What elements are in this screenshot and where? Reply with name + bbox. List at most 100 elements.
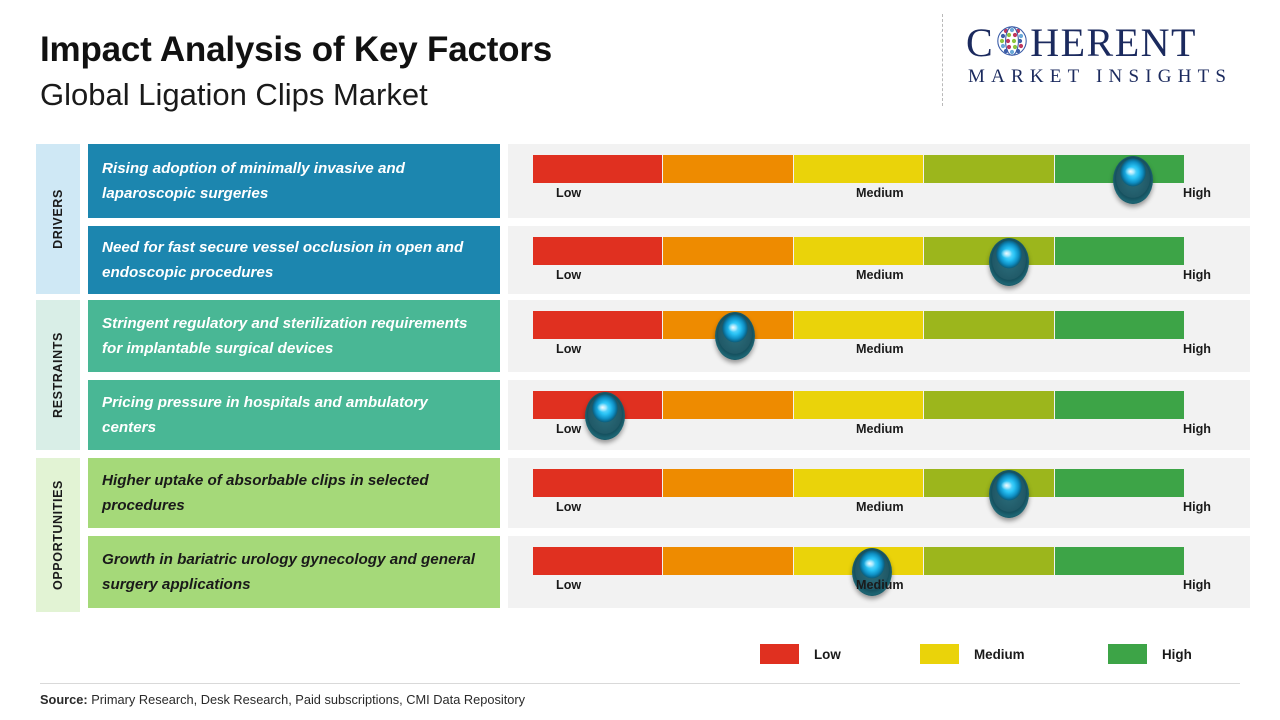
source-value: Primary Research, Desk Research, Paid su… [87, 692, 526, 707]
impact-gradient-track[interactable] [533, 155, 1186, 204]
scale-label-high: High [1183, 342, 1211, 356]
impact-bar-panel: Low Medium High [508, 144, 1250, 218]
impact-segment-3 [924, 311, 1055, 339]
logo-wordmark: C HERENT [966, 18, 1262, 68]
factor-box[interactable]: Stringent regulatory and sterilization r… [88, 300, 500, 372]
scale-labels: Low Medium High [533, 500, 1235, 520]
legend-label: Low [814, 646, 841, 662]
impact-segment-1 [663, 237, 794, 265]
footer-divider [40, 683, 1240, 684]
factor-text: Stringent regulatory and sterilization r… [102, 315, 468, 357]
title-block: Impact Analysis of Key Factors Global Li… [40, 28, 552, 116]
scale-labels: Low Medium High [533, 268, 1235, 288]
factor-text: Higher uptake of absorbable clips in sel… [102, 472, 429, 514]
impact-segment-1 [663, 469, 794, 497]
scale-label-high: High [1183, 268, 1211, 282]
legend: Low Medium High [760, 644, 1200, 670]
page-subtitle: Global Ligation Clips Market [40, 77, 428, 112]
factor-box[interactable]: Pricing pressure in hospitals and ambula… [88, 380, 500, 450]
impact-segment-3 [924, 155, 1055, 183]
factor-text: Growth in bariatric urology gynecology a… [102, 551, 475, 593]
impact-segment-1 [663, 391, 794, 419]
impact-bar-panel: Low Medium High [508, 300, 1250, 372]
factor-box[interactable]: Need for fast secure vessel occlusion in… [88, 226, 500, 294]
category-band-drivers: DRIVERS [36, 144, 80, 294]
impact-marker[interactable] [715, 312, 756, 360]
scale-label-medium: Medium [856, 186, 904, 200]
legend-item: Low [760, 644, 841, 664]
legend-label: Medium [974, 646, 1025, 662]
dotted-sphere-icon [995, 24, 1029, 63]
impact-marker[interactable] [1112, 156, 1153, 204]
impact-gradient-track[interactable] [533, 547, 1186, 596]
scale-label-low: Low [556, 422, 582, 436]
scale-label-low: Low [556, 186, 582, 200]
factor-box[interactable]: Growth in bariatric urology gynecology a… [88, 536, 500, 608]
right-edge [1277, 0, 1280, 720]
impact-segment-3 [924, 391, 1055, 419]
impact-marker[interactable] [988, 470, 1029, 518]
source-label: Source: [40, 692, 88, 707]
legend-swatch [760, 644, 799, 664]
impact-bar-panel: Low Medium High [508, 226, 1250, 294]
logo-word-left: C [966, 20, 995, 65]
impact-bar-panel: Low Medium High [508, 458, 1250, 528]
scale-labels: Low Medium High [533, 578, 1235, 598]
impact-segment-4 [1054, 237, 1186, 265]
impact-marker[interactable] [852, 548, 893, 596]
impact-segment-0 [533, 155, 664, 183]
legend-item: Medium [920, 644, 1025, 664]
impact-gradient-track[interactable] [533, 237, 1186, 286]
logo-word-right: HERENT [1030, 20, 1197, 65]
page-title: Impact Analysis of Key Factors [40, 30, 553, 69]
legend-item: High [1108, 644, 1192, 664]
scale-labels: Low Medium High [533, 422, 1235, 442]
impact-marker[interactable] [988, 238, 1029, 286]
scale-label-high: High [1183, 422, 1211, 436]
impact-segment-3 [924, 547, 1055, 575]
source-note: Source: Primary Research, Desk Research,… [40, 692, 525, 707]
category-label: DRIVERS [51, 189, 65, 249]
scale-label-medium: Medium [856, 268, 904, 282]
impact-bar-panel: Low Medium High [508, 536, 1250, 608]
scale-label-high: High [1183, 500, 1211, 514]
category-band-restraints: RESTRAINTS [36, 300, 80, 450]
impact-segment-1 [663, 547, 794, 575]
impact-segment-2 [793, 237, 925, 265]
logo-divider [942, 14, 943, 106]
impact-bar-panel: Low Medium High [508, 380, 1250, 450]
impact-segment-0 [533, 547, 664, 575]
page-header: Impact Analysis of Key Factors Global Li… [0, 0, 1280, 132]
impact-segment-0 [533, 311, 664, 339]
impact-gradient-track[interactable] [533, 391, 1186, 440]
legend-swatch [920, 644, 959, 664]
scale-label-medium: Medium [856, 342, 904, 356]
impact-segment-4 [1054, 469, 1186, 497]
impact-segment-4 [1054, 547, 1186, 575]
scale-label-medium: Medium [856, 578, 904, 592]
factor-text: Need for fast secure vessel occlusion in… [102, 239, 464, 281]
impact-segment-2 [793, 469, 925, 497]
factor-text: Rising adoption of minimally invasive an… [102, 160, 405, 202]
factor-box[interactable]: Higher uptake of absorbable clips in sel… [88, 458, 500, 528]
factor-box[interactable]: Rising adoption of minimally invasive an… [88, 144, 500, 218]
impact-marker[interactable] [584, 392, 625, 440]
impact-segment-0 [533, 469, 664, 497]
impact-segment-2 [793, 311, 925, 339]
impact-segment-2 [793, 155, 925, 183]
scale-label-low: Low [556, 578, 582, 592]
scale-label-medium: Medium [856, 500, 904, 514]
scale-label-low: Low [556, 500, 582, 514]
impact-segment-1 [663, 155, 794, 183]
factor-text: Pricing pressure in hospitals and ambula… [102, 394, 428, 436]
category-band-opportunities: OPPORTUNITIES [36, 458, 80, 612]
scale-label-high: High [1183, 578, 1211, 592]
impact-gradient-track[interactable] [533, 469, 1186, 518]
impact-gradient-track[interactable] [533, 311, 1186, 360]
impact-segment-0 [533, 237, 664, 265]
logo-tagline: MARKET INSIGHTS [968, 66, 1233, 87]
legend-label: High [1162, 646, 1192, 662]
impact-matrix: DRIVERS RESTRAINTS OPPORTUNITIES Rising ad… [0, 140, 1280, 612]
scale-label-low: Low [556, 342, 582, 356]
scale-label-medium: Medium [856, 422, 904, 436]
